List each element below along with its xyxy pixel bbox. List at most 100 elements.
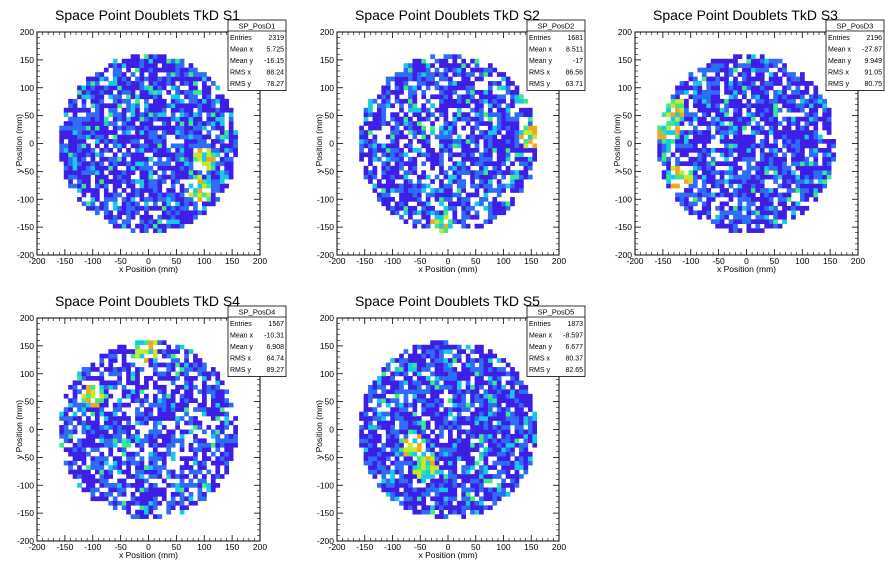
bin-cell xyxy=(385,469,391,475)
bin-cell xyxy=(363,170,369,175)
bin-cell xyxy=(403,496,409,502)
x-tick-label: 200 xyxy=(851,256,865,266)
bin-cell xyxy=(170,393,176,399)
bin-cell xyxy=(170,174,176,180)
bin-cell xyxy=(188,491,194,497)
bin-cell xyxy=(152,147,158,153)
bin-cell xyxy=(166,223,172,229)
bin-cell xyxy=(152,447,158,453)
bin-cell xyxy=(139,94,145,100)
bin-cell xyxy=(492,94,498,100)
bin-cell xyxy=(193,205,198,211)
bin-cell xyxy=(403,460,409,466)
bin-cell xyxy=(161,425,167,430)
bin-cell xyxy=(144,143,149,149)
bin-cell xyxy=(465,205,471,211)
bin-cell xyxy=(121,81,127,86)
bin-cell xyxy=(148,72,154,77)
bin-cell xyxy=(800,179,805,184)
bin-cell xyxy=(430,478,435,484)
bin-cell xyxy=(425,210,431,216)
bin-cell xyxy=(416,362,422,368)
bin-cell xyxy=(381,371,387,377)
bin-cell xyxy=(416,460,422,466)
bin-cell xyxy=(670,174,676,180)
bin-cell xyxy=(94,85,100,91)
bin-cell xyxy=(359,152,364,158)
bin-cell xyxy=(381,98,387,104)
bin-cell xyxy=(670,121,676,126)
bin-cell xyxy=(103,174,109,180)
bin-cell xyxy=(103,429,109,435)
bin-cell xyxy=(99,371,105,377)
bin-cell xyxy=(496,72,502,77)
bin-cell xyxy=(210,487,216,493)
bin-cell xyxy=(483,161,489,167)
bin-cell xyxy=(786,116,792,122)
bin-cell xyxy=(130,228,136,233)
bin-cell xyxy=(139,456,145,461)
bin-cell xyxy=(130,183,136,189)
bin-cell xyxy=(135,223,140,229)
bin-cell xyxy=(139,349,145,354)
bin-cell xyxy=(121,478,127,484)
bin-cell xyxy=(206,143,212,149)
bin-cell xyxy=(710,107,716,113)
bin-cell xyxy=(188,210,194,216)
bin-cell xyxy=(372,407,378,412)
bin-cell xyxy=(108,107,114,113)
bin-cell xyxy=(175,179,180,184)
bin-cell xyxy=(139,505,145,511)
bin-cell xyxy=(219,411,225,417)
bin-cell xyxy=(443,130,449,135)
bin-cell xyxy=(795,107,801,113)
bin-cell xyxy=(390,103,395,109)
bin-cell xyxy=(224,416,230,421)
bin-cell xyxy=(430,54,435,60)
bin-cell xyxy=(724,81,729,86)
bin-cell xyxy=(505,170,511,175)
bin-cell xyxy=(684,98,689,104)
bin-cell xyxy=(759,81,765,86)
bin-cell xyxy=(372,380,378,386)
bin-cell xyxy=(724,134,729,140)
bin-cell xyxy=(448,63,453,68)
bin-cell xyxy=(210,103,216,109)
bin-cell xyxy=(412,425,418,430)
bin-cell xyxy=(148,349,154,354)
bin-cell xyxy=(152,500,158,506)
bin-cell xyxy=(86,384,91,390)
bin-cell xyxy=(215,179,221,184)
bin-cell xyxy=(81,451,87,457)
bin-cell xyxy=(496,165,502,171)
bin-cell xyxy=(103,483,109,488)
bin-cell xyxy=(795,161,801,167)
bin-cell xyxy=(394,85,400,91)
bin-cell xyxy=(215,121,221,126)
bin-cell xyxy=(764,174,770,180)
bin-cell xyxy=(742,125,747,131)
bin-cell xyxy=(139,469,145,475)
bin-cell xyxy=(733,103,738,109)
bin-cell xyxy=(94,210,100,216)
bin-cell xyxy=(412,398,418,403)
bin-cell xyxy=(412,188,418,193)
bin-cell xyxy=(768,223,774,229)
bin-cell xyxy=(737,201,743,207)
bin-cell xyxy=(456,139,462,144)
bin-cell xyxy=(724,116,729,122)
bin-cell xyxy=(59,143,65,149)
bin-cell xyxy=(394,165,400,171)
bin-cell xyxy=(831,143,836,149)
bin-cell xyxy=(99,107,105,113)
bin-cell xyxy=(77,139,82,144)
bin-cell xyxy=(202,143,207,149)
bin-cell xyxy=(206,107,212,113)
bin-cell xyxy=(117,112,122,117)
bin-cell xyxy=(688,210,694,216)
bin-cell xyxy=(161,179,167,184)
bin-cell xyxy=(697,98,703,104)
bin-cell xyxy=(157,125,163,131)
bin-cell xyxy=(461,67,467,73)
bin-cell xyxy=(496,103,502,109)
